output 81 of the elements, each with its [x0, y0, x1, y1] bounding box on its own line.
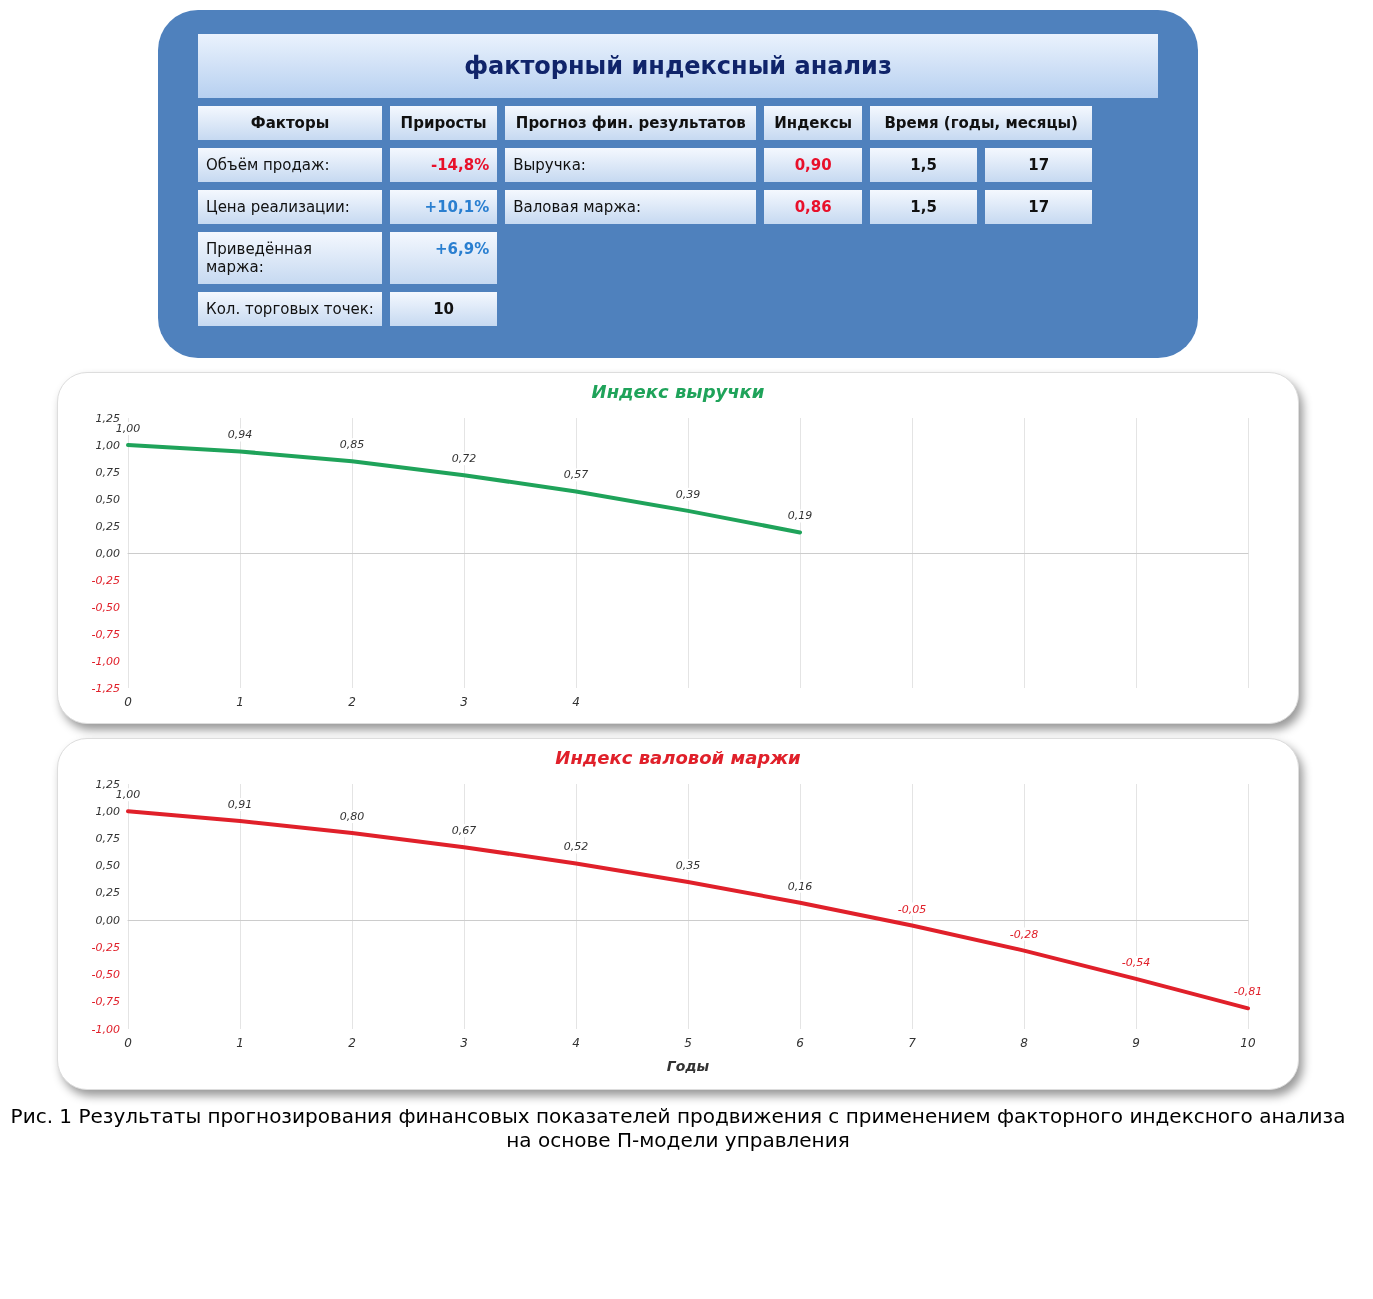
x-tick-label: 9	[1132, 1036, 1140, 1050]
y-tick-label: -1,25	[91, 681, 120, 695]
text: Объём продаж:	[198, 148, 382, 182]
x-tick-label: 6	[796, 1036, 805, 1050]
data-label: 0,67	[451, 824, 477, 838]
data-label: 0,19	[787, 509, 813, 523]
y-tick-label: -0,25	[91, 940, 120, 954]
data-label: 0,57	[563, 468, 589, 482]
text: 1,5	[869, 148, 978, 182]
data-label: 0,39	[675, 487, 701, 501]
text: Индексы	[764, 106, 862, 140]
data-label: 0,80	[339, 810, 365, 823]
data-label: 0,52	[563, 840, 589, 854]
data-label: -0,54	[1121, 955, 1151, 969]
x-tick-label: 10	[1240, 1036, 1256, 1050]
x-tick-label: 5	[684, 1036, 692, 1050]
y-tick-label: 0,25	[95, 519, 120, 533]
x-tick-label: 4	[572, 1036, 580, 1050]
text: 0,90	[764, 148, 862, 182]
data-label: 1,00	[115, 422, 141, 435]
x-tick-label: 2	[348, 695, 356, 709]
x-tick-label: 0	[124, 695, 133, 709]
data-label: 0,85	[339, 438, 365, 452]
x-tick-label: 4	[572, 695, 580, 709]
text: Рис. 1 Результаты прогнозирования финансовых показателей продвижения с применением факторного индексного анализа на основе П-модели управления	[9, 1104, 1347, 1152]
text: 17	[985, 190, 1093, 224]
y-tick-label: 0,25	[95, 886, 120, 900]
x-tick-label: 1	[236, 695, 244, 709]
data-label: -0,05	[897, 902, 927, 916]
y-tick-label: 0,50	[95, 492, 120, 506]
y-tick-label: 0,00	[95, 546, 120, 560]
text: Факторы	[198, 106, 382, 140]
data-label: 0,35	[675, 859, 701, 872]
data-label: 0,16	[787, 879, 813, 893]
data-label: 0,72	[451, 452, 477, 466]
text: Приросты	[390, 106, 498, 140]
x-tick-label: 7	[908, 1036, 917, 1050]
data-label: 0,91	[227, 798, 253, 812]
y-tick-label: 1,25	[95, 777, 120, 791]
y-tick-label: -1,00	[91, 654, 120, 668]
y-tick-label: 1,25	[95, 411, 120, 425]
y-tick-label: 0,00	[95, 913, 120, 927]
text: Цена реализации:	[198, 190, 382, 224]
x-tick-label: 2	[348, 1036, 356, 1050]
y-tick-label: -0,25	[91, 573, 120, 587]
x-tick-label: 0	[124, 1036, 133, 1050]
text: Время (годы, месяцы)	[869, 106, 1093, 140]
y-tick-label: 0,75	[95, 831, 120, 845]
text: +6,9%	[390, 232, 498, 284]
text: -14,8%	[390, 148, 498, 182]
text: 1,5	[869, 190, 978, 224]
y-tick-label: -0,75	[91, 995, 120, 1009]
text: Валовая маржа:	[505, 190, 757, 224]
y-tick-label: -0,50	[91, 968, 120, 982]
y-tick-label: 0,50	[95, 859, 120, 873]
y-tick-label: -0,50	[91, 600, 120, 614]
text: Выручка:	[505, 148, 757, 182]
y-tick-label: -0,75	[91, 627, 120, 641]
text: Приведённая маржа:	[198, 232, 382, 284]
x-tick-label: 3	[460, 1036, 468, 1050]
chart-title: Индекс выручки	[591, 380, 765, 402]
text: 17	[985, 148, 1093, 182]
text: 10	[390, 292, 498, 326]
text: факторный индексный анализ	[198, 34, 1158, 98]
y-tick-label: 1,00	[95, 438, 120, 452]
text: Прогноз фин. результатов	[505, 106, 757, 140]
y-tick-label: 0,75	[95, 465, 120, 479]
text: Кол. торговых точек:	[198, 292, 382, 326]
data-label: 1,00	[115, 788, 141, 802]
y-tick-label: -1,00	[91, 1022, 120, 1036]
text: +10,1%	[390, 190, 498, 224]
x-axis-title: Годы	[666, 1058, 710, 1074]
x-tick-label: 1	[236, 1036, 244, 1050]
data-label: 0,94	[227, 428, 253, 442]
y-tick-label: 1,00	[95, 804, 120, 818]
x-tick-label: 8	[1020, 1036, 1029, 1050]
text: 0,86	[764, 190, 862, 224]
data-label: -0,81	[1233, 985, 1263, 999]
x-tick-label: 3	[460, 695, 468, 709]
chart-title: Индекс валовой маржи	[555, 746, 802, 768]
data-label: -0,28	[1009, 927, 1039, 941]
